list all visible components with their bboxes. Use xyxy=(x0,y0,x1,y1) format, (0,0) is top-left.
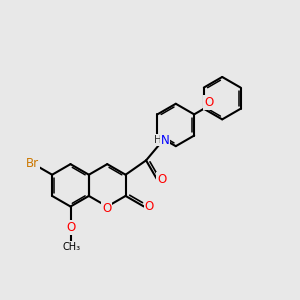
Text: H: H xyxy=(154,135,162,145)
Text: O: O xyxy=(204,96,213,109)
Text: N: N xyxy=(161,134,170,146)
Text: O: O xyxy=(102,202,112,215)
Text: O: O xyxy=(158,173,166,186)
Text: O: O xyxy=(145,200,154,213)
Text: O: O xyxy=(67,221,76,234)
Text: Br: Br xyxy=(26,157,39,170)
Text: CH₃: CH₃ xyxy=(62,242,80,252)
